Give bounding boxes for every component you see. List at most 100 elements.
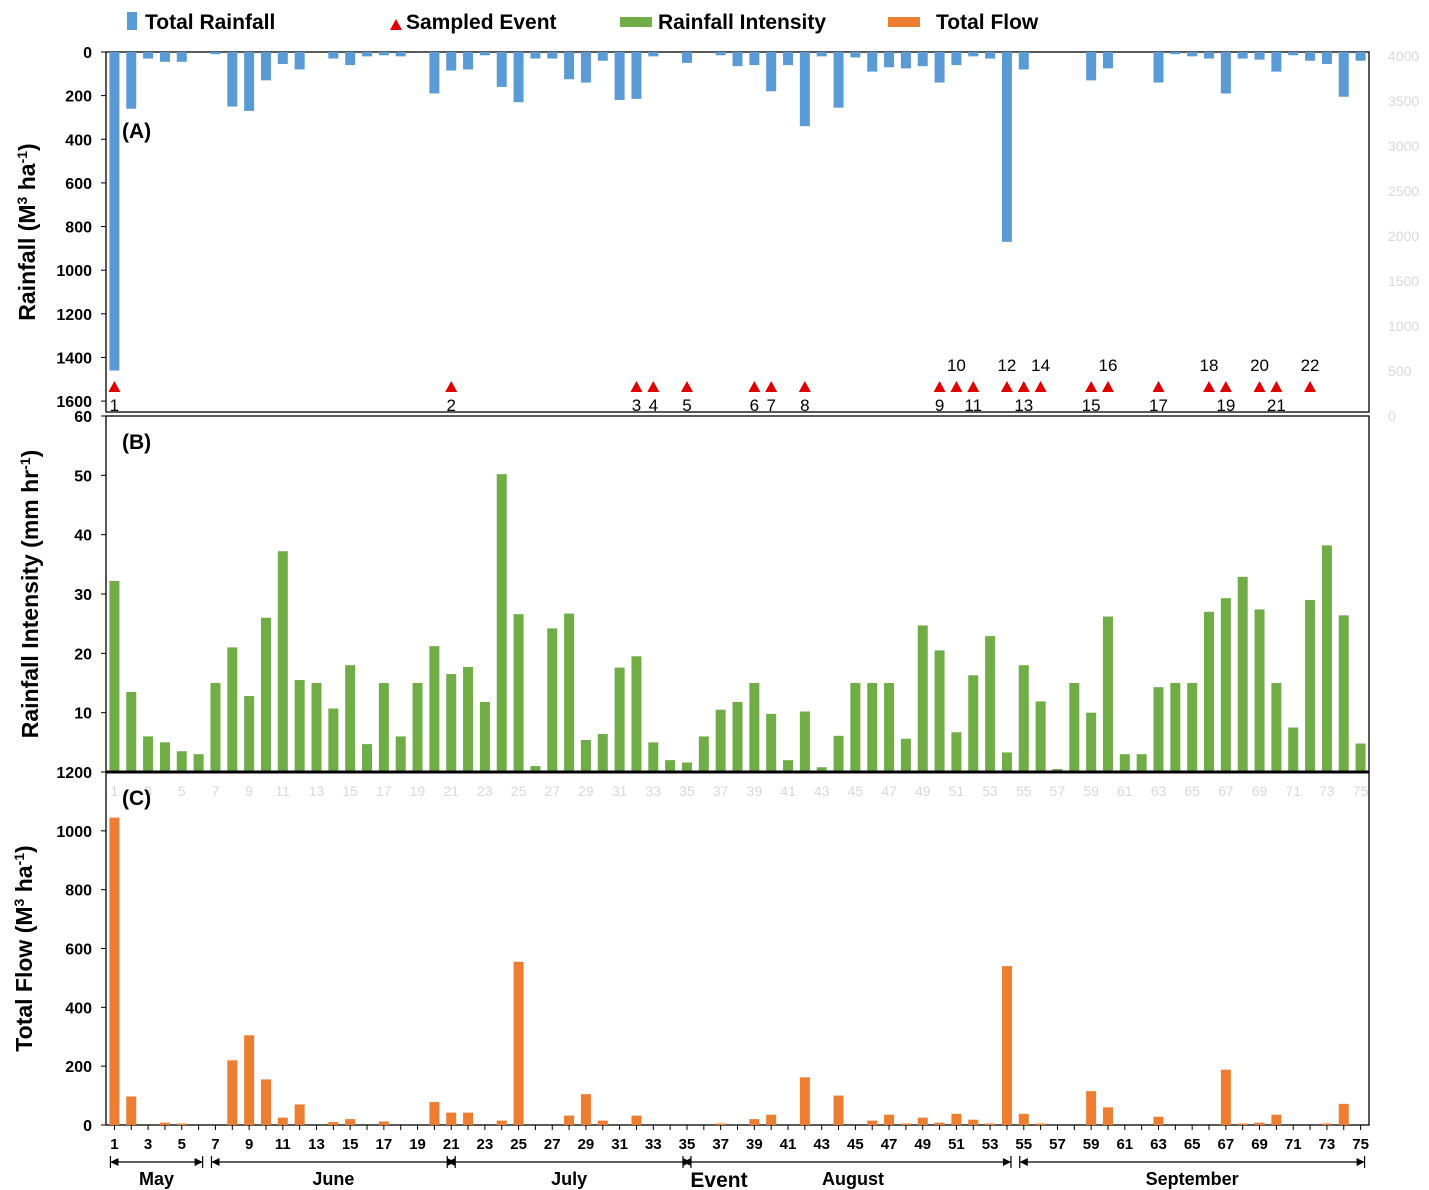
bar (345, 1119, 356, 1125)
bar (564, 52, 575, 80)
bar (496, 474, 507, 772)
faint-x-tick: 33 (646, 783, 662, 799)
sampled-event-label: 3 (632, 396, 641, 415)
bar (614, 52, 625, 100)
bar (1136, 754, 1147, 772)
x-tick-label: 5 (178, 1136, 186, 1153)
faint-x-tick: 75 (1353, 783, 1369, 799)
x-tick-label: 29 (578, 1136, 595, 1153)
panel-label: (B) (122, 431, 151, 454)
bar (1254, 609, 1265, 772)
faint-x-tick: 51 (949, 783, 965, 799)
sampled-event-marker (1304, 381, 1317, 392)
bar (277, 1117, 288, 1125)
bar (328, 708, 339, 772)
x-tick-label: 73 (1319, 1136, 1336, 1153)
y-axis-label-part: ha (14, 163, 40, 196)
faint-x-tick: 49 (915, 783, 931, 799)
bar (547, 52, 558, 59)
bar (934, 1122, 945, 1125)
y-axis-label-part: Total Flow (M (11, 906, 37, 1051)
bar (1338, 615, 1349, 772)
bar (1086, 1091, 1097, 1125)
faint-right-tick: 4000 (1388, 48, 1419, 64)
bar (446, 674, 457, 772)
bar (1187, 52, 1198, 57)
bar (362, 744, 373, 772)
bar (917, 52, 928, 67)
bar (1153, 1116, 1164, 1125)
faint-x-tick: 35 (679, 783, 695, 799)
y-axis-label-part: -1 (17, 457, 33, 470)
bar (867, 52, 878, 72)
sampled-event-marker (1253, 381, 1266, 392)
bar (900, 52, 911, 69)
bar (378, 52, 389, 56)
sampled-event-label: 9 (935, 396, 944, 415)
faint-x-tick: 13 (309, 783, 325, 799)
x-tick-label: 39 (746, 1136, 763, 1153)
legend-label: Rainfall Intensity (658, 11, 826, 34)
faint-x-tick: 53 (982, 783, 998, 799)
month-arrow-left (1019, 1158, 1028, 1166)
y-axis-label-part: ) (14, 143, 40, 151)
bar (1355, 52, 1366, 61)
faint-x-tick: 27 (544, 783, 560, 799)
y-axis-label-part: ) (11, 845, 37, 853)
bar (681, 762, 692, 772)
bar (884, 683, 895, 772)
faint-x-tick: 41 (780, 783, 796, 799)
bar (884, 1114, 895, 1125)
bar (1001, 752, 1012, 772)
bar (1271, 52, 1282, 72)
bar (968, 675, 979, 772)
x-tick-label: 11 (275, 1136, 291, 1153)
bar (294, 52, 305, 70)
bar (597, 1120, 608, 1125)
y-tick-label: 0 (83, 1118, 92, 1135)
bar (1338, 1103, 1349, 1125)
bar (176, 751, 187, 772)
legend: Total Rainfall Sampled Event Rainfall Inte… (127, 11, 1039, 34)
month-label: August (822, 1169, 884, 1189)
month-arrow-right (1356, 1158, 1365, 1166)
faint-x-tick: 39 (747, 783, 763, 799)
bar (109, 580, 120, 772)
x-tick-label: 37 (712, 1136, 729, 1153)
bar (1170, 683, 1181, 772)
sampled-event-label: 12 (997, 356, 1016, 375)
faint-right-tick: 2500 (1388, 183, 1419, 199)
sampled-event-marker (1152, 381, 1165, 392)
faint-x-tick: 69 (1252, 783, 1268, 799)
sampled-event-marker (630, 381, 643, 392)
faint-x-tick: 3 (144, 783, 152, 799)
x-tick-label: 15 (342, 1136, 359, 1153)
y-tick-label: 1200 (56, 765, 92, 782)
y-tick-label: 400 (65, 1000, 92, 1017)
x-tick-label: 7 (211, 1136, 219, 1153)
bar (1338, 52, 1349, 97)
bar (412, 683, 423, 772)
bar (564, 613, 575, 772)
bar (1321, 545, 1332, 772)
bar (210, 683, 221, 772)
bar (210, 52, 221, 55)
sampled-event-marker (1034, 381, 1047, 392)
bar (1086, 52, 1097, 81)
sampled-event-label: 10 (947, 356, 966, 375)
x-tick-label: 19 (409, 1136, 426, 1153)
bar (1086, 712, 1097, 772)
bar (1288, 727, 1299, 772)
bar (378, 1121, 389, 1125)
faint-right-tick: 1500 (1388, 273, 1419, 289)
bar (917, 625, 928, 772)
sampled-event-label: 11 (964, 396, 982, 415)
bar (1321, 1123, 1332, 1125)
bar (1018, 1113, 1029, 1125)
bar (395, 52, 406, 57)
legend-swatch-total-rainfall (127, 12, 137, 30)
legend-label: Sampled Event (406, 11, 557, 34)
sampled-event-marker (950, 381, 963, 392)
faint-x-tick: 23 (477, 783, 493, 799)
